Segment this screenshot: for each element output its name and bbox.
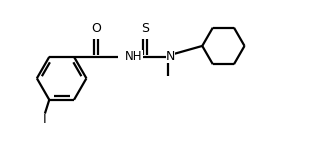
Text: S: S	[141, 22, 149, 35]
Text: N: N	[165, 50, 175, 63]
Text: I: I	[43, 113, 47, 126]
Text: O: O	[91, 22, 101, 35]
Text: NH: NH	[125, 50, 142, 63]
